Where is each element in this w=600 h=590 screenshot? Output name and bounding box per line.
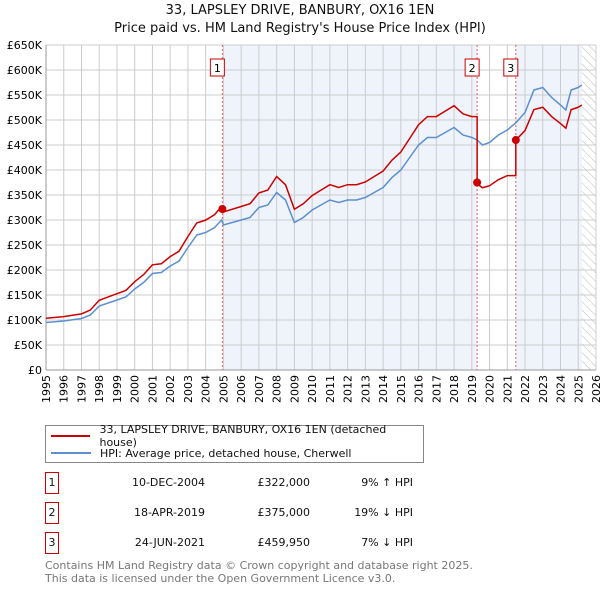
sale-row: 2 18-APR-2019 £375,000 19% ↓ HPI <box>45 502 445 524</box>
x-tick-label: 1998 <box>93 375 106 403</box>
x-tick-label: 2002 <box>164 375 177 403</box>
sale-price: £375,000 <box>257 506 311 519</box>
sale-date: 10-DEC-2004 <box>131 476 205 489</box>
x-tick-label: 1999 <box>111 375 124 403</box>
x-tick-label: 2015 <box>395 375 408 403</box>
sale-hpi: 7% ↓ HPI <box>361 536 413 549</box>
x-tick-label: 2007 <box>253 375 266 403</box>
x-tick-label: 2022 <box>519 375 532 403</box>
property-price-line <box>45 104 583 319</box>
x-tick-label: 2008 <box>271 375 284 403</box>
sale-label-box <box>464 58 480 77</box>
y-tick-label: £350K <box>7 189 43 202</box>
sale-point <box>473 178 482 187</box>
sale-label: 3 <box>507 62 514 75</box>
footer-line-2: This data is licensed under the Open Gov… <box>45 572 396 585</box>
y-tick-label: £150K <box>7 289 43 302</box>
y-tick-label: £50K <box>14 339 43 352</box>
y-tick-label: £650K <box>7 39 43 52</box>
y-tick-label: £400K <box>7 164 43 177</box>
sale-date: 24-JUN-2021 <box>134 536 205 549</box>
sale-hpi: 9% ↑ HPI <box>361 476 413 489</box>
legend-swatch-property <box>51 435 91 437</box>
legend-swatch-hpi <box>51 452 91 454</box>
y-tick-label: £550K <box>7 89 43 102</box>
y-tick-label: £450K <box>7 139 43 152</box>
x-tick-label: 2012 <box>342 375 355 403</box>
x-tick-label: 2001 <box>146 375 159 403</box>
y-tick-label: £0 <box>28 364 42 377</box>
x-tick-label: 2006 <box>235 375 248 403</box>
footer: Contains HM Land Registry data © Crown c… <box>45 559 473 585</box>
sale-point <box>218 205 227 213</box>
x-tick-label: 2005 <box>217 375 230 403</box>
x-tick-label: 1997 <box>75 375 88 403</box>
hpi-line <box>45 84 583 324</box>
x-tick-label: 2025 <box>572 375 585 403</box>
y-tick-label: £500K <box>7 114 43 127</box>
footer-line-1: Contains HM Land Registry data © Crown c… <box>45 559 473 572</box>
x-tick-label: 2020 <box>484 375 497 403</box>
y-tick-label: £250K <box>7 239 43 252</box>
sale-hpi: 19% ↓ HPI <box>354 506 413 519</box>
sale-date: 18-APR-2019 <box>133 506 205 519</box>
y-tick-label: £100K <box>7 314 43 327</box>
x-tick-label: 2003 <box>182 375 195 403</box>
sale-point <box>511 136 520 145</box>
sale-label: 1 <box>214 62 221 75</box>
x-tick-label: 2013 <box>359 375 372 403</box>
x-tick-label: 2023 <box>537 375 550 403</box>
x-tick-label: 2011 <box>324 375 337 403</box>
x-tick-label: 2014 <box>377 375 390 403</box>
ownership-shading <box>222 45 478 370</box>
forecast-hatch <box>581 45 596 370</box>
sale-price: £459,950 <box>257 536 311 549</box>
x-tick-label: 2019 <box>466 375 479 403</box>
x-tick-label: 2000 <box>129 375 142 403</box>
y-tick-label: £200K <box>7 264 43 277</box>
sale-label-box <box>503 58 519 77</box>
sale-marker: 2 <box>45 502 59 524</box>
legend-label-hpi: HPI: Average price, detached house, Cher… <box>100 446 352 460</box>
sale-row: 3 24-JUN-2021 £459,950 7% ↓ HPI <box>45 532 445 554</box>
y-tick-label: £300K <box>7 214 43 227</box>
ownership-shading <box>515 45 582 370</box>
x-tick-label: 2010 <box>306 375 319 403</box>
sale-label: 2 <box>469 62 476 75</box>
x-tick-label: 2026 <box>590 375 600 403</box>
sale-label-box <box>209 58 225 77</box>
sale-marker: 1 <box>45 472 59 494</box>
x-tick-label: 2021 <box>501 375 514 403</box>
x-tick-label: 2004 <box>200 375 213 403</box>
x-tick-label: 2018 <box>448 375 461 403</box>
x-tick-label: 1996 <box>58 375 71 403</box>
x-tick-label: 1995 <box>40 375 53 403</box>
sale-marker: 3 <box>45 532 59 554</box>
sale-row: 1 10-DEC-2004 £322,000 9% ↑ HPI <box>45 472 445 494</box>
plot-area: £0 £50K £100K £150K £200K £250K £300K £350K £400… <box>7 39 600 403</box>
y-tick-label: £600K <box>7 64 43 77</box>
x-tick-label: 2009 <box>288 375 301 403</box>
legend: 33, LAPSLEY DRIVE, BANBURY, OX16 1EN (de… <box>45 423 424 463</box>
sale-price: £322,000 <box>257 476 311 489</box>
chart-title: 33, LAPSLEY DRIVE, BANBURY, OX16 1EN <box>165 3 435 18</box>
legend-label-property: 33, LAPSLEY DRIVE, BANBURY, OX16 1EN (de… <box>99 423 387 449</box>
x-tick-label: 2016 <box>413 375 426 403</box>
x-tick-label: 2017 <box>430 375 443 403</box>
x-tick-label: 2024 <box>555 375 568 403</box>
chart-subtitle: Price paid vs. HM Land Registry's House … <box>114 21 486 36</box>
